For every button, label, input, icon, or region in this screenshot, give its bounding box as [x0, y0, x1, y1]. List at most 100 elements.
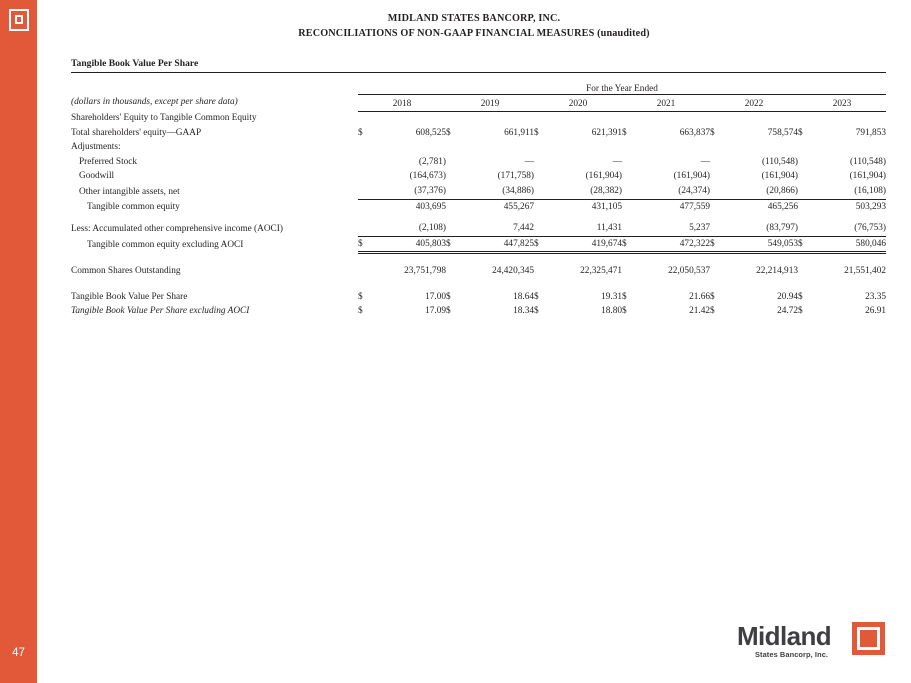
cell-value: 419,674: [548, 235, 622, 255]
currency-symbol: [622, 155, 636, 170]
cell-value: (110,548): [761, 156, 798, 167]
table-row: Less: Accumulated other comprehensive in…: [71, 221, 886, 236]
currency-symbol: $: [798, 306, 803, 317]
currency-symbol: $: [710, 235, 724, 255]
currency-symbol: $: [358, 235, 372, 255]
currency-symbol: [710, 221, 724, 236]
cell-value: 431,105: [548, 198, 622, 215]
table-row-total: Tangible common equity excluding AOCI $ …: [71, 235, 886, 255]
row-label: Less: Accumulated other comprehensive in…: [71, 223, 283, 234]
spacer: [71, 279, 886, 286]
year-header-2023: 2023: [798, 94, 886, 112]
currency-symbol: [534, 155, 548, 170]
cell-value: 21.66: [689, 291, 710, 302]
cell-value: 455,267: [460, 198, 534, 215]
cell-value: 477,559: [636, 198, 710, 215]
currency-symbol: $: [446, 291, 451, 302]
currency-symbol: [622, 169, 636, 184]
currency-symbol: [358, 184, 372, 199]
period-header-label: For the Year Ended: [358, 84, 886, 95]
cell-value: 18.64: [513, 291, 534, 302]
currency-symbol: $: [534, 127, 539, 138]
cell-value: (24,374): [678, 186, 710, 197]
currency-symbol: [710, 169, 724, 184]
midland-logo: Midland States Bancorp, Inc.: [737, 619, 885, 665]
tangible-book-value-table: For the Year Ended (dollars in thousands…: [71, 84, 886, 319]
currency-symbol: [534, 264, 548, 279]
cell-value: 403,695: [372, 198, 446, 215]
currency-symbol: [446, 184, 460, 199]
currency-symbol: $: [798, 291, 803, 302]
row-label: Preferred Stock: [79, 156, 138, 167]
units-note: (dollars in thousands, except per share …: [71, 96, 238, 107]
table-row-subtotal: Tangible common equity 403,695 455,267 4…: [71, 198, 886, 215]
cell-value: —: [612, 156, 622, 167]
section-heading: Tangible Book Value Per Share: [71, 58, 199, 69]
cell-value: —: [700, 156, 710, 167]
square-in-square-icon: [852, 622, 885, 655]
currency-symbol: $: [358, 127, 363, 138]
currency-symbol: [534, 184, 548, 199]
empty-cell: [358, 111, 886, 126]
cell-value: 472,322: [636, 235, 710, 255]
cell-value: 22,214,913: [756, 265, 798, 276]
square-in-square-icon: [9, 9, 29, 31]
table-row: Total shareholders' equity—GAAP $ 608,52…: [71, 126, 886, 141]
cell-value: (171,758): [497, 171, 534, 182]
cell-value: 23,751,798: [404, 265, 446, 276]
cell-value: 24,420,345: [492, 265, 534, 276]
cell-value: 661,911: [504, 127, 534, 138]
cell-value: 5,237: [689, 223, 710, 234]
period-header-row: For the Year Ended: [71, 84, 886, 95]
cell-value: (2,781): [418, 156, 446, 167]
cell-value: (2,108): [418, 223, 446, 234]
currency-symbol: [622, 184, 636, 199]
cell-value: (164,673): [409, 171, 446, 182]
currency-symbol: [446, 169, 460, 184]
cell-value: 791,853: [855, 127, 886, 138]
currency-symbol: [358, 169, 372, 184]
year-header-2022: 2022: [710, 94, 798, 112]
currency-symbol: [798, 264, 812, 279]
cell-value: 758,574: [767, 127, 798, 138]
currency-symbol: $: [622, 291, 627, 302]
cell-value: 465,256: [724, 198, 798, 215]
row-label: Other intangible assets, net: [79, 186, 180, 197]
currency-symbol: [446, 198, 460, 215]
table-row: Tangible Book Value Per Share $ 17.00 $ …: [71, 290, 886, 305]
cell-value: 580,046: [812, 235, 886, 255]
cell-value: (34,886): [502, 186, 534, 197]
currency-symbol: [798, 221, 812, 236]
currency-symbol: $: [534, 306, 539, 317]
cell-value: 608,525: [415, 127, 446, 138]
empty-cell: [71, 84, 358, 95]
currency-symbol: $: [358, 306, 363, 317]
cell-value: 503,293: [812, 198, 886, 215]
spacer: [71, 214, 886, 221]
cell-value: 18.80: [601, 306, 622, 317]
currency-symbol: [798, 169, 812, 184]
row-label: Tangible common equity excluding AOCI: [87, 240, 244, 251]
cell-value: 405,803: [372, 235, 446, 255]
table-row: Tangible Book Value Per Share excluding …: [71, 304, 886, 319]
title-line-subject: RECONCILIATIONS OF NON-GAAP FINANCIAL ME…: [298, 28, 650, 39]
currency-symbol: [622, 264, 636, 279]
cell-value: 18.34: [513, 306, 534, 317]
section-divider: [71, 72, 886, 73]
currency-symbol: [534, 198, 548, 215]
cell-value: 20.94: [777, 291, 798, 302]
currency-symbol: [534, 221, 548, 236]
currency-symbol: [446, 221, 460, 236]
cell-value: (16,108): [854, 186, 886, 197]
cell-value: 17.09: [425, 306, 446, 317]
group-header-label: Shareholders' Equity to Tangible Common …: [71, 113, 257, 124]
currency-symbol: $: [710, 291, 715, 302]
row-label: Total shareholders' equity—GAAP: [71, 127, 202, 138]
column-header-row: (dollars in thousands, except per share …: [71, 94, 886, 112]
currency-symbol: $: [446, 306, 451, 317]
cell-value: 19.31: [601, 291, 622, 302]
table-row: Preferred Stock (2,781) — — — (110,548) …: [71, 155, 886, 170]
currency-symbol: $: [622, 127, 627, 138]
currency-symbol: [358, 264, 372, 279]
currency-symbol: [534, 169, 548, 184]
